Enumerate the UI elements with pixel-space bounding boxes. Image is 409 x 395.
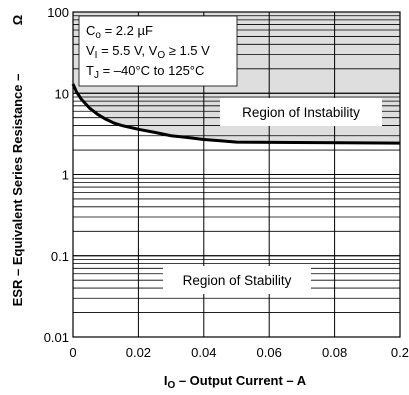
- x-tick-label: 0: [69, 345, 76, 360]
- stability-label-box: [163, 266, 311, 294]
- x-tick-label: 0.2: [391, 345, 409, 360]
- y-tick-label: 100: [47, 5, 69, 20]
- voltage-note: VI = 5.5 V, VO ≥ 1.5 V: [86, 43, 210, 61]
- esr-curve-line: [71, 83, 401, 145]
- y-axis-label: ESR – Equivalent Series Resistance –: [10, 74, 25, 307]
- y-tick-label: 1: [62, 168, 69, 183]
- esr-curve: [71, 83, 401, 145]
- x-axis-label: IO – Output Current – A: [164, 373, 307, 391]
- capacitance-note: Co = 2.2 µF: [86, 23, 153, 41]
- x-tick-label: 0.04: [191, 345, 216, 360]
- y-tick-label: 10: [55, 86, 69, 101]
- stability-label: Region of Stability: [183, 273, 292, 288]
- temperature-note: TJ = –40°C to 125°C: [86, 63, 204, 81]
- instability-label: Region of Instability: [242, 105, 360, 120]
- y-tick-label: 0.01: [44, 330, 69, 345]
- conditions-box: [78, 15, 238, 87]
- x-tick-label: 0.08: [322, 345, 347, 360]
- x-tick-label: 0.06: [257, 345, 282, 360]
- plot-frame: [72, 11, 401, 338]
- y-axis-unit: Ω: [10, 15, 25, 25]
- instability-label-box: [220, 98, 382, 126]
- x-tick-labels: 0 0.02 0.04 0.06 0.08 0.2: [69, 345, 409, 360]
- y-tick-label: 0.1: [51, 249, 69, 264]
- y-tick-labels: 0.01 0.1 1 10 100: [44, 5, 69, 345]
- x-tick-label: 0.02: [126, 345, 151, 360]
